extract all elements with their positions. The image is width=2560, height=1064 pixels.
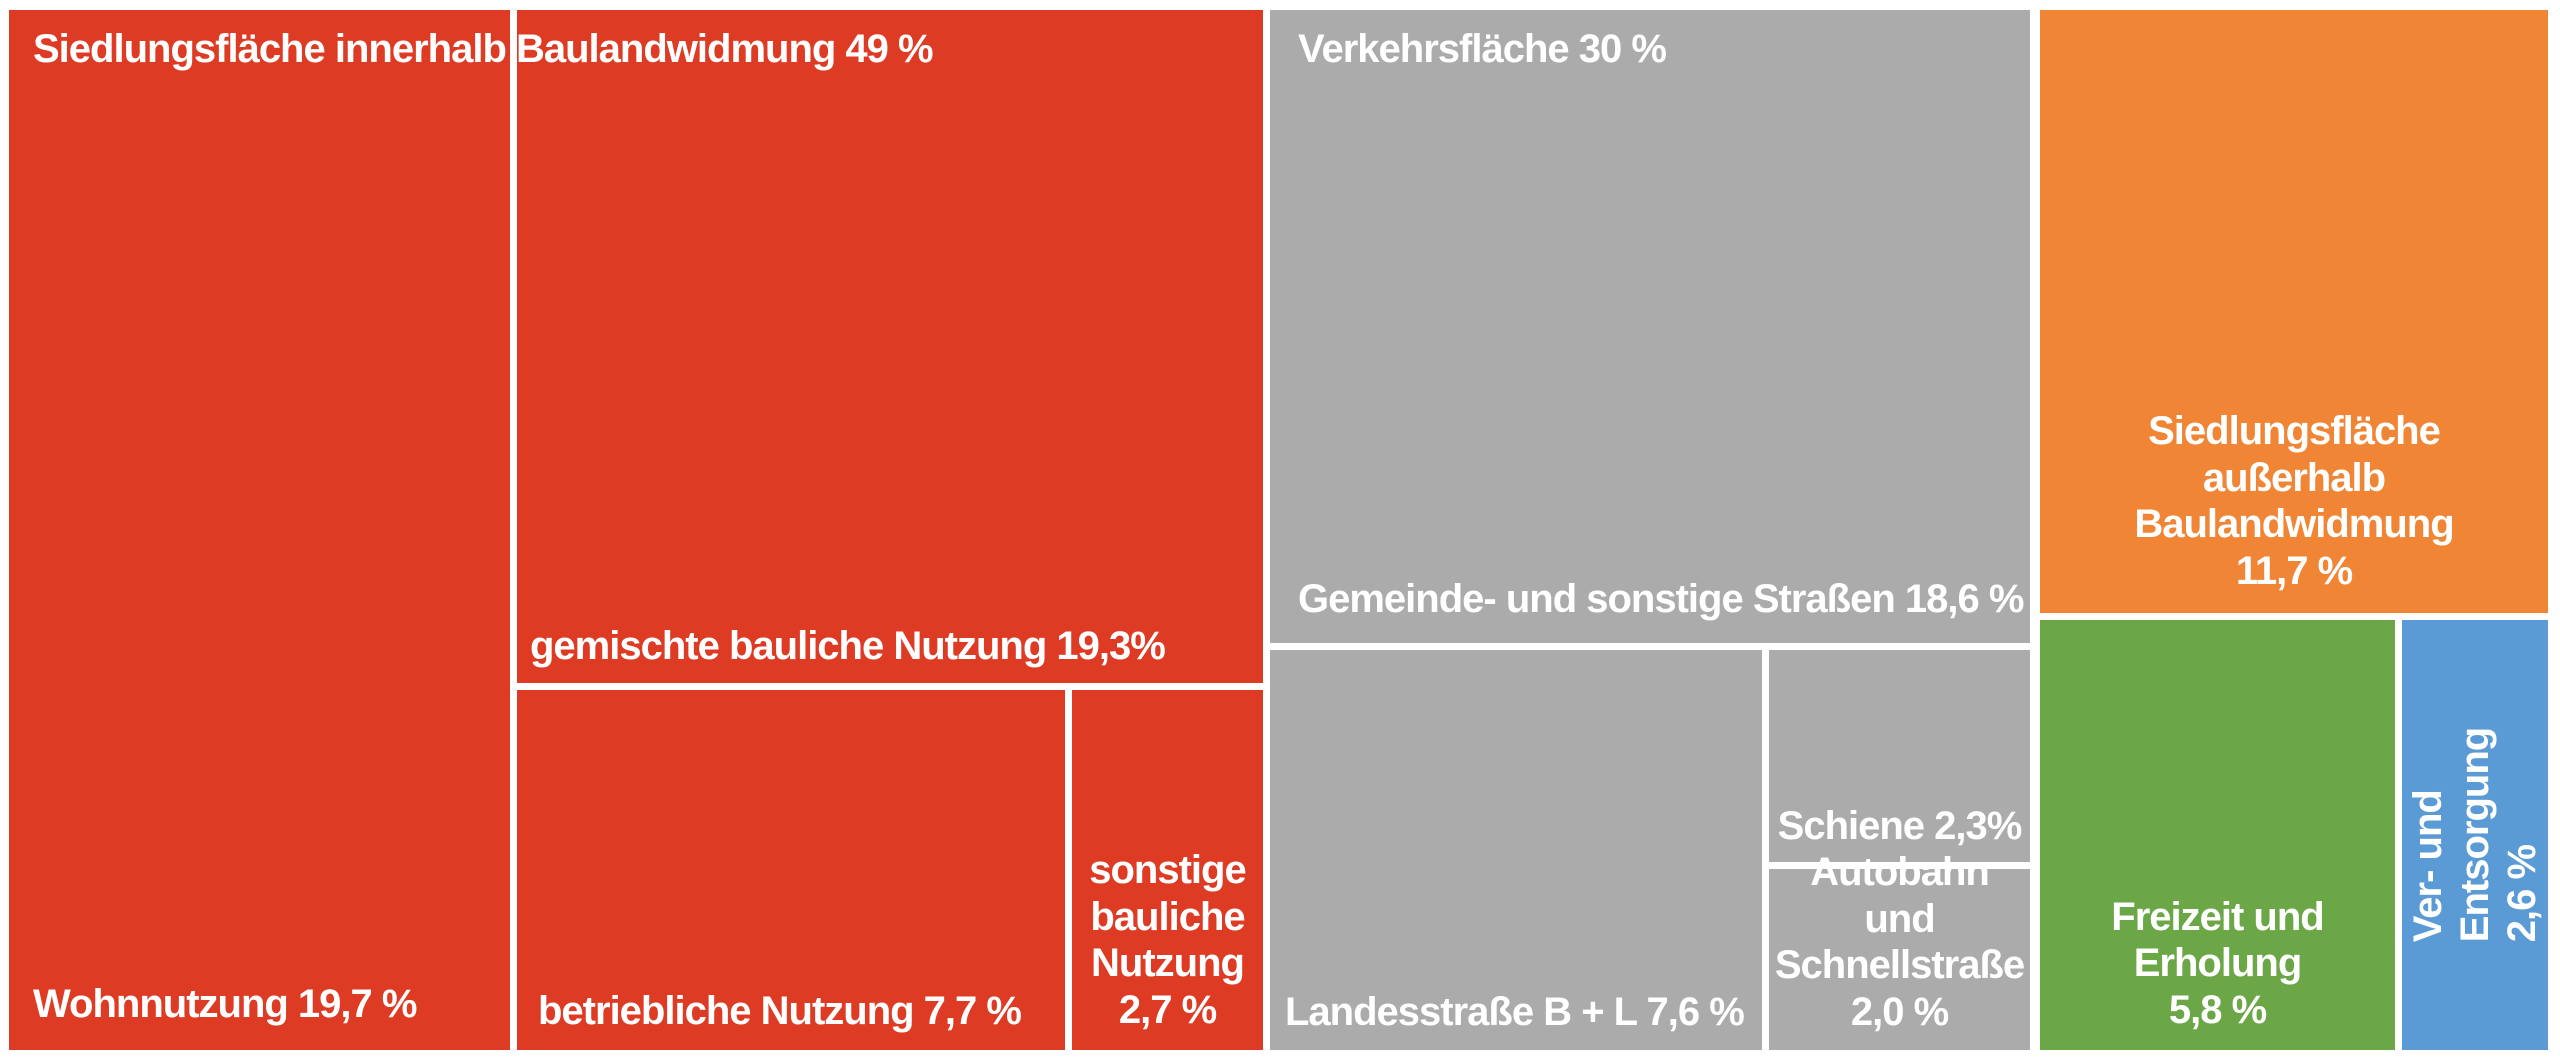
tile-siedlungsflaeche-ausserhalb: Siedlungsfläche außerhalb Baulandwidmung… — [2040, 10, 2548, 613]
tile-landesstrasse: Landesstraße B + L 7,6 % — [1270, 650, 1762, 1050]
tile-wohnnutzung: Wohnnutzung 19,7 % — [9, 10, 510, 1050]
tile-gemischte-bauliche-nutzung: gemischte bauliche Nutzung 19,3% — [517, 10, 1263, 683]
tile-sonstige-bauliche-nutzung: sonstige bauliche Nutzung 2,7 % — [1072, 690, 1263, 1050]
tile-gemeinde-und-sonstige-strassen: Gemeinde- und sonstige Straßen 18,6 % — [1270, 10, 2030, 643]
tile-freizeit-und-erholung: Freizeit und Erholung 5,8 % — [2040, 620, 2395, 1050]
group-title-verkehrsflaeche: Verkehrsfläche 30 % — [1298, 27, 1667, 71]
tile-label-landesstrasse: Landesstraße B + L 7,6 % — [1285, 990, 1745, 1035]
tile-label-freizeit-und-erholung: Freizeit und Erholung 5,8 % — [2111, 894, 2324, 1033]
tile-label-autobahn-und-schnellstrasse: Autobahn und Schnellstraße 2,0 % — [1774, 849, 2025, 1035]
tile-label-gemischte-bauliche-nutzung: gemischte bauliche Nutzung 19,3% — [530, 624, 1166, 669]
tile-label-schiene: Schiene 2,3% — [1777, 804, 2023, 849]
tile-betriebliche-nutzung: betriebliche Nutzung 7,7 % — [517, 690, 1065, 1050]
tile-autobahn-und-schnellstrasse: Autobahn und Schnellstraße 2,0 % — [1769, 850, 2030, 1050]
tile-label-gemeinde-und-sonstige-strassen: Gemeinde- und sonstige Straßen 18,6 % — [1298, 577, 2024, 622]
tile-label-sonstige-bauliche-nutzung: sonstige bauliche Nutzung 2,7 % — [1089, 847, 1246, 1033]
group-title-siedlungsflaeche-innerhalb: Siedlungsfläche innerhalb Baulandwidmung… — [33, 27, 934, 71]
tile-label-wohnnutzung: Wohnnutzung 19,7 % — [33, 982, 417, 1027]
tile-ver-und-entsorgung: Ver- und Entsorgung 2,6 % — [2402, 620, 2548, 1050]
tile-label-ver-und-entsorgung: Ver- und Entsorgung 2,6 % — [2405, 727, 2544, 943]
tile-schiene: Schiene 2,3% — [1769, 650, 2030, 862]
tile-label-siedlungsflaeche-ausserhalb: Siedlungsfläche außerhalb Baulandwidmung… — [2134, 408, 2454, 594]
tile-label-betriebliche-nutzung: betriebliche Nutzung 7,7 % — [538, 989, 1022, 1034]
